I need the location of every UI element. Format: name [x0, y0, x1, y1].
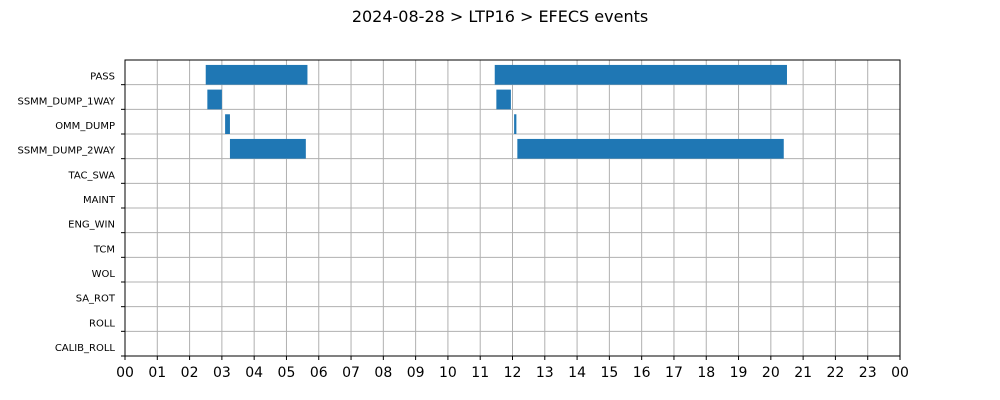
y-tick-label: OMM_DUMP [55, 121, 115, 132]
x-tick-label: 20 [762, 365, 780, 381]
y-tick-label: TAC_SWA [67, 170, 115, 181]
x-tick-label: 23 [859, 365, 877, 381]
y-tick-label: ROLL [89, 318, 115, 329]
y-tick-label: MAINT [83, 195, 116, 206]
x-tick-label: 16 [633, 365, 651, 381]
event-bar [207, 89, 222, 110]
y-tick-label: WOL [92, 269, 116, 280]
y-tick-label: CALIB_ROLL [55, 343, 116, 354]
x-axis: 00 01 02 03 04 05 06 07 08 09 10 11 12 13 14 15 16 17 18 19… [116, 356, 909, 381]
x-tick-label: 01 [148, 365, 166, 381]
event-bar [494, 64, 787, 85]
x-tick-label: 14 [568, 365, 586, 381]
x-tick-label: 15 [600, 365, 618, 381]
x-tick-label: 18 [697, 365, 715, 381]
x-tick-label: 19 [730, 365, 748, 381]
x-tick-label: 07 [342, 365, 360, 381]
y-tick-label: SSMM_DUMP_2WAY [17, 146, 115, 157]
y-tick-label: TCM [93, 244, 115, 255]
y-tick-label: PASS [90, 72, 115, 83]
x-tick-label: 10 [439, 365, 457, 381]
x-tick-label: 13 [536, 365, 554, 381]
x-tick-label: 00 [891, 365, 909, 381]
x-tick-label: 22 [827, 365, 845, 381]
bars-layer [205, 64, 787, 159]
x-tick-label: 04 [245, 365, 263, 381]
x-tick-label: 08 [374, 365, 392, 381]
x-tick-label: 17 [665, 365, 683, 381]
x-tick-label: 05 [278, 365, 296, 381]
y-axis: PASS SSMM_DUMP_1WAY OMM_DUMP SSMM_DUMP_2WAY… [17, 72, 125, 357]
x-tick-label: 06 [310, 365, 328, 381]
x-tick-label: 11 [471, 365, 489, 381]
chart-title: 2024-08-28 > LTP16 > EFECS events [352, 7, 648, 26]
x-tick-label: 03 [213, 365, 231, 381]
event-bar [205, 64, 308, 85]
x-tick-label: 21 [794, 365, 812, 381]
x-tick-label: 02 [181, 365, 199, 381]
event-bar [514, 114, 517, 134]
event-bar [496, 89, 511, 110]
event-bar [517, 138, 784, 159]
y-tick-label: ENG_WIN [68, 220, 115, 231]
y-tick-label: SSMM_DUMP_1WAY [17, 96, 115, 107]
grid-layer [124, 60, 901, 357]
x-tick-label: 09 [407, 365, 425, 381]
x-tick-label: 12 [504, 365, 522, 381]
event-bar [225, 114, 230, 134]
event-bar [229, 138, 306, 159]
x-tick-label: 00 [116, 365, 134, 381]
y-tick-label: SA_ROT [76, 294, 116, 305]
